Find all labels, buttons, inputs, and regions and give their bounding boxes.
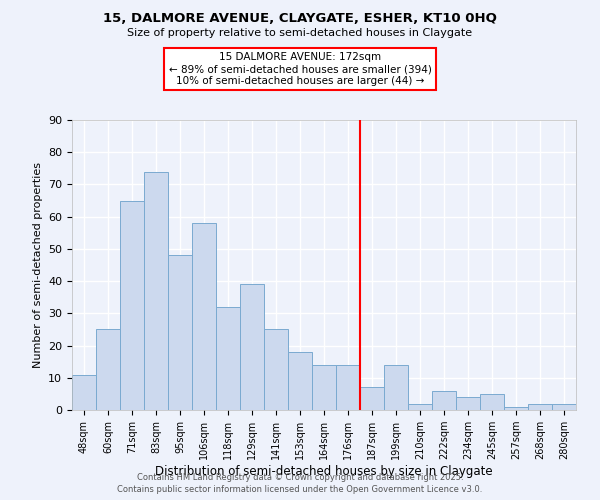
Bar bbox=[336, 365, 360, 410]
Y-axis label: Number of semi-detached properties: Number of semi-detached properties bbox=[32, 162, 43, 368]
Bar bbox=[312, 365, 336, 410]
Bar bbox=[504, 407, 528, 410]
Bar bbox=[408, 404, 432, 410]
Bar bbox=[240, 284, 264, 410]
Bar bbox=[144, 172, 168, 410]
Text: Size of property relative to semi-detached houses in Claygate: Size of property relative to semi-detach… bbox=[127, 28, 473, 38]
Bar bbox=[216, 307, 240, 410]
X-axis label: Distribution of semi-detached houses by size in Claygate: Distribution of semi-detached houses by … bbox=[155, 465, 493, 478]
Bar bbox=[456, 397, 480, 410]
Bar bbox=[360, 388, 384, 410]
Bar bbox=[96, 330, 120, 410]
Text: Contains HM Land Registry data © Crown copyright and database right 2025.: Contains HM Land Registry data © Crown c… bbox=[137, 472, 463, 482]
Bar bbox=[432, 390, 456, 410]
Bar bbox=[264, 330, 288, 410]
Bar bbox=[528, 404, 552, 410]
Text: Contains public sector information licensed under the Open Government Licence v3: Contains public sector information licen… bbox=[118, 485, 482, 494]
Bar bbox=[72, 374, 96, 410]
Bar bbox=[120, 200, 144, 410]
Bar bbox=[168, 256, 192, 410]
Text: 15, DALMORE AVENUE, CLAYGATE, ESHER, KT10 0HQ: 15, DALMORE AVENUE, CLAYGATE, ESHER, KT1… bbox=[103, 12, 497, 26]
Bar bbox=[552, 404, 576, 410]
Bar bbox=[288, 352, 312, 410]
Text: 15 DALMORE AVENUE: 172sqm
← 89% of semi-detached houses are smaller (394)
10% of: 15 DALMORE AVENUE: 172sqm ← 89% of semi-… bbox=[169, 52, 431, 86]
Bar bbox=[384, 365, 408, 410]
Bar bbox=[480, 394, 504, 410]
Bar bbox=[192, 223, 216, 410]
